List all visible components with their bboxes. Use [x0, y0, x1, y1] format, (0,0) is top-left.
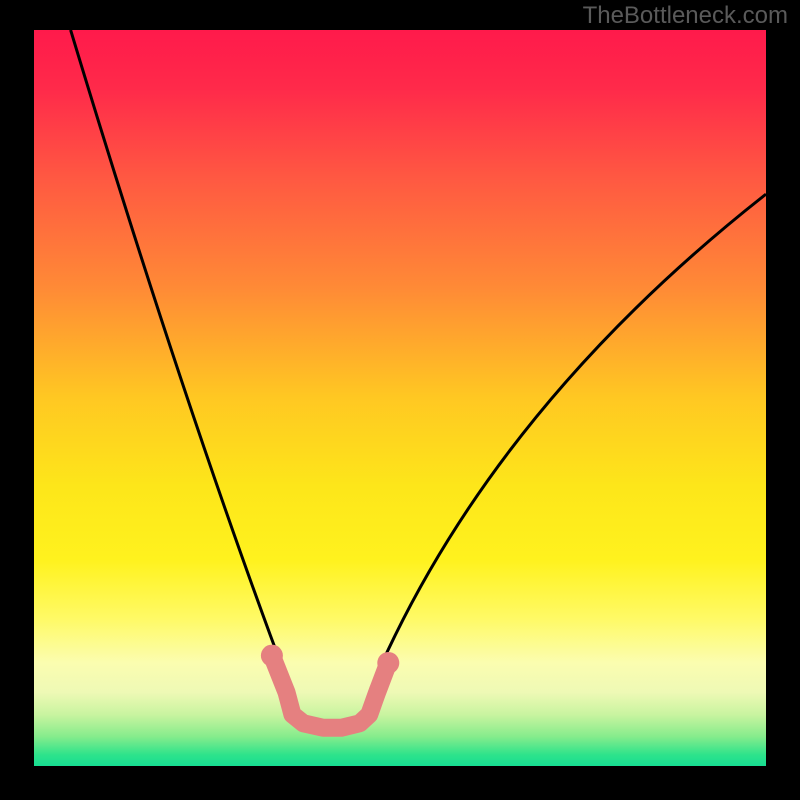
plot-background [34, 30, 766, 766]
watermark-text: TheBottleneck.com [583, 2, 788, 30]
highlight-endpoint-dot [377, 652, 399, 674]
chart-stage: TheBottleneck.com [0, 0, 800, 800]
bottleneck-curve-chart [0, 0, 800, 800]
highlight-endpoint-dot [261, 645, 283, 667]
